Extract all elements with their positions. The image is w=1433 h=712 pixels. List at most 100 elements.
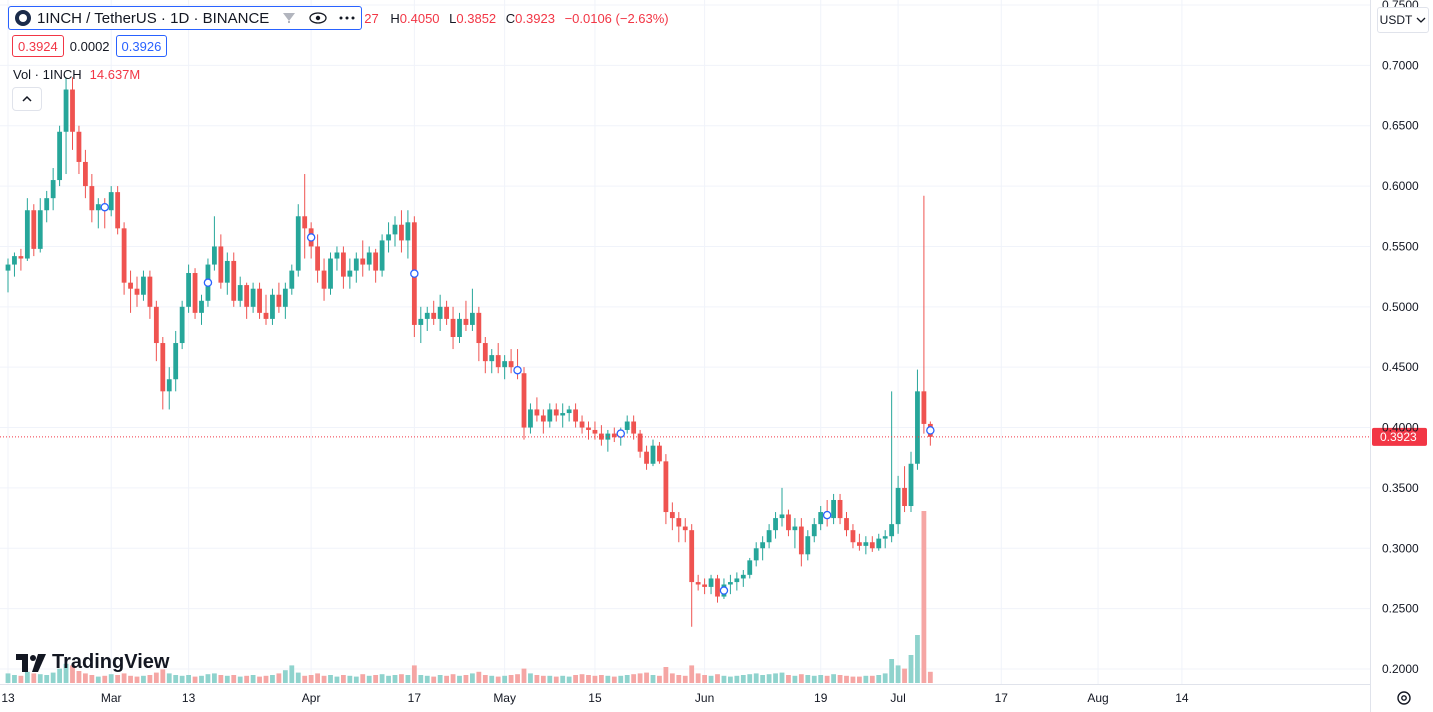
candle[interactable] <box>895 475 901 534</box>
candle[interactable] <box>44 190 50 223</box>
candle[interactable] <box>166 367 172 410</box>
candle[interactable] <box>128 270 133 313</box>
candle[interactable] <box>57 125 62 187</box>
candle[interactable] <box>689 524 695 627</box>
candle[interactable] <box>244 282 250 319</box>
candle[interactable] <box>76 125 82 175</box>
candle[interactable] <box>495 343 501 374</box>
candle[interactable] <box>83 149 88 199</box>
candle[interactable] <box>902 466 907 513</box>
candle[interactable] <box>276 282 282 313</box>
collapse-legend-button[interactable] <box>12 87 42 111</box>
bid-price[interactable]: 0.3924 <box>12 35 64 57</box>
candle[interactable] <box>650 439 656 467</box>
candle[interactable] <box>515 349 520 380</box>
candle[interactable] <box>282 282 288 319</box>
candle[interactable] <box>347 258 353 289</box>
candle[interactable] <box>682 518 688 543</box>
candle[interactable] <box>740 570 746 587</box>
candle[interactable] <box>134 276 140 307</box>
candle[interactable] <box>379 234 385 277</box>
candle[interactable] <box>566 405 572 422</box>
candle[interactable] <box>521 367 527 440</box>
candle[interactable] <box>50 167 56 211</box>
candle[interactable] <box>631 415 637 440</box>
candle[interactable] <box>399 210 404 253</box>
candle[interactable] <box>805 530 811 561</box>
candle[interactable] <box>302 174 308 259</box>
candle[interactable] <box>373 248 379 283</box>
candle[interactable] <box>70 77 75 150</box>
candle[interactable] <box>418 306 424 344</box>
candle[interactable] <box>773 512 778 539</box>
candle[interactable] <box>12 252 17 277</box>
candle[interactable] <box>102 198 108 229</box>
candle[interactable] <box>786 509 791 537</box>
candle[interactable] <box>450 306 456 350</box>
chart-settings-button[interactable] <box>1393 688 1415 708</box>
candle[interactable] <box>528 403 533 434</box>
candle[interactable] <box>405 210 411 259</box>
candle[interactable] <box>599 425 604 446</box>
candle[interactable] <box>392 216 398 247</box>
candle[interactable] <box>857 533 862 551</box>
candle[interactable] <box>199 294 204 325</box>
candle[interactable] <box>5 258 11 293</box>
candle[interactable] <box>637 429 643 458</box>
event-marker[interactable] <box>100 202 110 212</box>
candle[interactable] <box>876 533 882 551</box>
candle[interactable] <box>792 518 798 549</box>
candle[interactable] <box>553 403 559 422</box>
candle[interactable] <box>482 337 488 374</box>
candle[interactable] <box>237 276 243 307</box>
more-icon[interactable] <box>339 16 355 20</box>
candle[interactable] <box>360 240 366 277</box>
candle[interactable] <box>611 427 617 443</box>
candle[interactable] <box>173 330 179 392</box>
candle[interactable] <box>250 282 256 313</box>
event-marker[interactable] <box>410 269 419 278</box>
candle[interactable] <box>695 574 701 591</box>
candle[interactable] <box>321 258 327 301</box>
candle[interactable] <box>708 574 714 595</box>
candle[interactable] <box>850 524 856 549</box>
event-marker[interactable] <box>306 233 316 242</box>
candle[interactable] <box>295 204 301 277</box>
candle[interactable] <box>818 506 824 531</box>
candle[interactable] <box>121 222 127 295</box>
candle[interactable] <box>115 186 121 235</box>
candle[interactable] <box>869 536 875 552</box>
candle[interactable] <box>573 403 578 428</box>
candle[interactable] <box>257 282 262 319</box>
candle[interactable] <box>844 512 849 537</box>
candle[interactable] <box>702 578 707 595</box>
candle[interactable] <box>534 397 540 422</box>
event-marker[interactable] <box>203 278 213 287</box>
candle[interactable] <box>663 454 669 525</box>
event-marker[interactable] <box>616 429 626 438</box>
candle[interactable] <box>470 288 475 331</box>
candle[interactable] <box>444 300 449 325</box>
tradingview-logo[interactable]: TradingView <box>16 651 169 674</box>
candle[interactable] <box>779 487 785 527</box>
candle[interactable] <box>186 264 191 313</box>
candle[interactable] <box>547 403 553 428</box>
candle[interactable] <box>95 198 101 229</box>
candle[interactable] <box>908 451 914 513</box>
event-marker[interactable] <box>822 510 832 520</box>
symbol-box[interactable]: 1INCH / TetherUS · 1D · BINANCE <box>8 6 363 30</box>
candle[interactable] <box>540 409 546 434</box>
candle[interactable] <box>24 198 30 261</box>
candle[interactable] <box>715 574 720 603</box>
candle[interactable] <box>837 493 843 525</box>
candle[interactable] <box>502 355 508 380</box>
candle[interactable] <box>676 512 682 543</box>
candle[interactable] <box>328 252 333 295</box>
candle[interactable] <box>431 300 437 325</box>
candle[interactable] <box>141 270 146 301</box>
candle[interactable] <box>476 306 482 362</box>
candle[interactable] <box>18 248 24 271</box>
candle[interactable] <box>386 222 391 253</box>
candle[interactable] <box>334 246 340 271</box>
candle[interactable] <box>263 294 269 325</box>
